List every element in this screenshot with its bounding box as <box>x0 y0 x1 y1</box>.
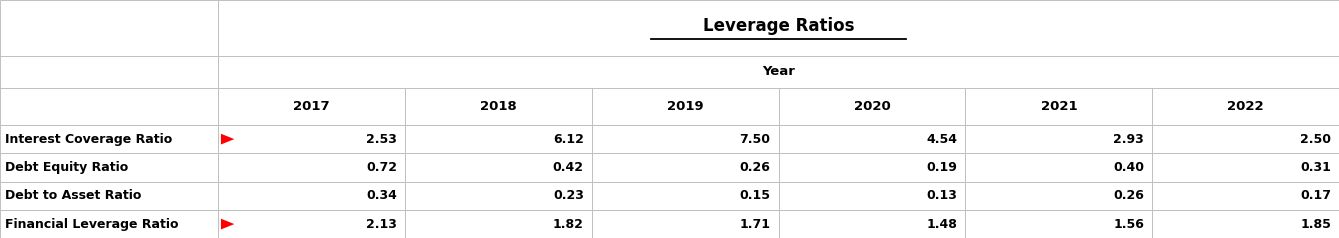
Bar <box>1152 125 1339 153</box>
Text: 0.19: 0.19 <box>927 161 957 174</box>
Text: Interest Coverage Ratio: Interest Coverage Ratio <box>5 133 173 146</box>
Bar <box>779 153 965 182</box>
Text: 0.72: 0.72 <box>366 161 396 174</box>
Text: Leverage Ratios: Leverage Ratios <box>703 17 854 35</box>
Bar <box>0 153 218 182</box>
Text: 1.85: 1.85 <box>1300 218 1331 231</box>
Text: Debt Equity Ratio: Debt Equity Ratio <box>5 161 129 174</box>
Text: 1.56: 1.56 <box>1113 218 1144 231</box>
Bar <box>218 153 406 182</box>
Bar <box>218 88 406 125</box>
Bar <box>965 210 1152 238</box>
Bar <box>406 153 592 182</box>
Bar <box>779 210 965 238</box>
Text: 2018: 2018 <box>481 100 517 113</box>
Text: 2.53: 2.53 <box>366 133 396 146</box>
Bar <box>1152 153 1339 182</box>
Text: 0.17: 0.17 <box>1300 189 1331 202</box>
Text: 0.34: 0.34 <box>366 189 396 202</box>
Bar <box>1152 88 1339 125</box>
Bar <box>218 125 406 153</box>
Polygon shape <box>221 219 234 229</box>
Bar <box>0 182 218 210</box>
Text: 2019: 2019 <box>667 100 703 113</box>
Text: 2020: 2020 <box>854 100 890 113</box>
Text: 2.50: 2.50 <box>1300 133 1331 146</box>
Text: 2022: 2022 <box>1228 100 1264 113</box>
Bar <box>218 0 1339 56</box>
Bar <box>592 210 779 238</box>
Text: 0.42: 0.42 <box>553 161 584 174</box>
Text: 0.23: 0.23 <box>553 189 584 202</box>
Bar <box>406 88 592 125</box>
Bar <box>592 125 779 153</box>
Text: 0.26: 0.26 <box>1113 189 1144 202</box>
Bar <box>965 182 1152 210</box>
Bar <box>0 0 218 56</box>
Text: 2.93: 2.93 <box>1114 133 1144 146</box>
Bar <box>965 125 1152 153</box>
Bar <box>218 210 406 238</box>
Bar <box>406 210 592 238</box>
Text: 7.50: 7.50 <box>739 133 770 146</box>
Bar <box>965 88 1152 125</box>
Bar <box>406 125 592 153</box>
Text: Financial Leverage Ratio: Financial Leverage Ratio <box>5 218 179 231</box>
Text: 0.40: 0.40 <box>1113 161 1144 174</box>
Bar <box>218 56 1339 88</box>
Text: 0.13: 0.13 <box>927 189 957 202</box>
Bar <box>406 182 592 210</box>
Bar <box>0 210 218 238</box>
Bar <box>779 182 965 210</box>
Bar <box>0 56 218 88</box>
Text: 6.12: 6.12 <box>553 133 584 146</box>
Text: 2.13: 2.13 <box>366 218 396 231</box>
Text: 4.54: 4.54 <box>927 133 957 146</box>
Bar <box>0 125 218 153</box>
Polygon shape <box>221 134 234 144</box>
Text: 0.31: 0.31 <box>1300 161 1331 174</box>
Bar <box>965 153 1152 182</box>
Text: 0.26: 0.26 <box>739 161 770 174</box>
Bar <box>1152 210 1339 238</box>
Text: 1.48: 1.48 <box>927 218 957 231</box>
Text: 1.82: 1.82 <box>553 218 584 231</box>
Bar <box>592 88 779 125</box>
Bar <box>1152 182 1339 210</box>
Text: 2017: 2017 <box>293 100 329 113</box>
Bar <box>779 88 965 125</box>
Bar <box>779 125 965 153</box>
Bar <box>0 88 218 125</box>
Bar <box>592 182 779 210</box>
Text: 1.71: 1.71 <box>739 218 770 231</box>
Text: Debt to Asset Ratio: Debt to Asset Ratio <box>5 189 142 202</box>
Text: Year: Year <box>762 65 795 79</box>
Text: 0.15: 0.15 <box>739 189 770 202</box>
Bar <box>218 182 406 210</box>
Text: 2021: 2021 <box>1040 100 1077 113</box>
Bar <box>592 153 779 182</box>
